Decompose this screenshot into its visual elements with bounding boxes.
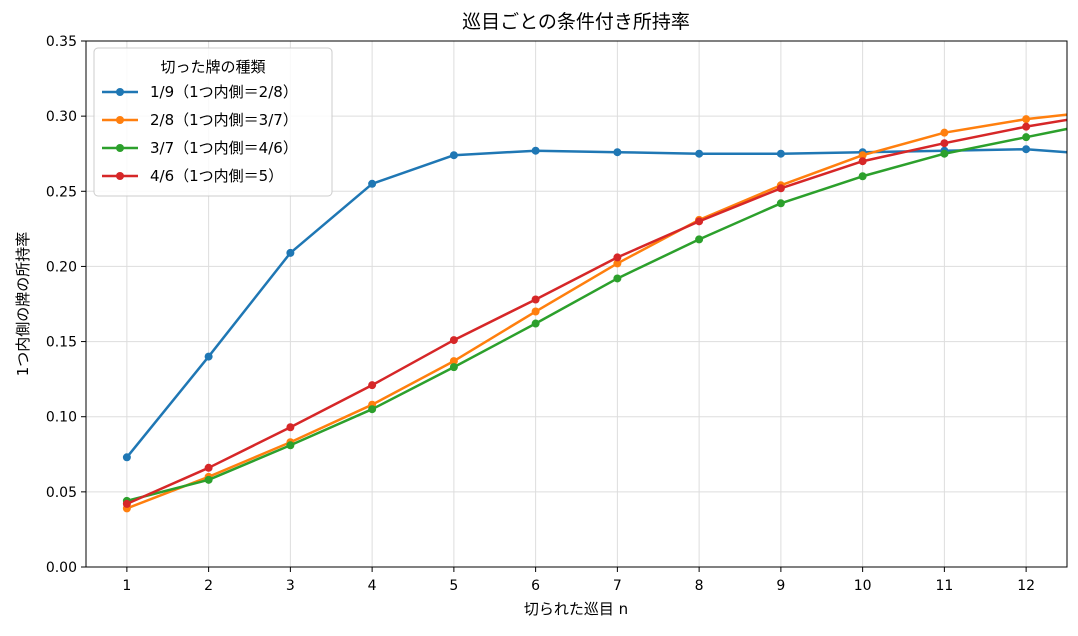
series-group xyxy=(122,113,1067,513)
legend-box xyxy=(93,47,333,197)
data-point xyxy=(613,274,622,283)
x-tick-label: 6 xyxy=(531,578,540,594)
y-tick-label: 0.35 xyxy=(46,34,77,50)
x-axis: 1 2 3 4 5 6 7 8 9 10 11 12 xyxy=(122,567,1035,594)
x-axis-label: 切られた巡目 n xyxy=(524,600,628,618)
data-point xyxy=(204,475,213,484)
data-point xyxy=(858,151,867,160)
data-point xyxy=(613,148,622,157)
data-point xyxy=(368,179,377,188)
y-tick-label: 0.00 xyxy=(46,560,77,576)
legend-title: 切った牌の種類 xyxy=(160,58,265,76)
data-point xyxy=(122,499,131,508)
y-axis-label: 1つ内側の牌の所持率 xyxy=(14,232,32,377)
data-point xyxy=(776,184,785,193)
data-point xyxy=(531,146,540,155)
x-tick-label: 2 xyxy=(204,578,213,594)
data-point xyxy=(940,139,949,148)
data-point xyxy=(940,128,949,137)
data-point xyxy=(1022,115,1031,124)
data-point xyxy=(449,363,458,372)
legend-label: 3/7（1つ内側＝4/6） xyxy=(150,139,298,157)
x-tick-label: 10 xyxy=(854,578,872,594)
legend-label: 4/6（1つ内側＝5） xyxy=(150,167,283,185)
data-point xyxy=(776,149,785,158)
data-point xyxy=(613,253,622,262)
x-tick-label: 9 xyxy=(776,578,785,594)
data-point xyxy=(286,248,295,257)
y-axis: 0.00 0.05 0.10 0.15 0.20 0.25 0.30 0.35 xyxy=(46,34,86,576)
data-point xyxy=(531,307,540,316)
data-point xyxy=(613,259,622,268)
y-tick-label: 0.15 xyxy=(46,335,77,351)
y-tick-label: 0.25 xyxy=(46,184,77,200)
data-point xyxy=(1022,122,1031,131)
x-tick-label: 1 xyxy=(122,578,131,594)
x-tick-label: 4 xyxy=(368,578,377,594)
data-point xyxy=(368,381,377,390)
y-tick-label: 0.30 xyxy=(46,109,77,125)
x-tick-label: 11 xyxy=(935,578,953,594)
data-point xyxy=(858,172,867,181)
legend-swatch-marker xyxy=(116,172,124,180)
legend-label: 1/9（1つ内側＝2/8） xyxy=(150,83,298,101)
data-point xyxy=(940,149,949,158)
data-point xyxy=(286,423,295,432)
y-tick-label: 0.05 xyxy=(46,485,77,501)
data-point xyxy=(449,336,458,345)
y-tick-label: 0.20 xyxy=(46,259,77,275)
data-point xyxy=(1022,145,1031,154)
series-4 xyxy=(122,118,1067,508)
data-point xyxy=(695,149,704,158)
data-point xyxy=(286,441,295,450)
y-tick-label: 0.10 xyxy=(46,410,77,426)
legend: 切った牌の種類 1/9（1つ内側＝2/8） 2/8（1つ内側＝3/7） 3/7（1つ… xyxy=(93,47,333,197)
data-point xyxy=(858,157,867,166)
legend-swatch-marker xyxy=(116,88,124,96)
legend-items: 1/9（1つ内側＝2/8） 2/8（1つ内側＝3/7） 3/7（1つ内側＝4/6） 4… xyxy=(102,83,298,185)
data-point xyxy=(449,151,458,160)
legend-label: 2/8（1つ内側＝3/7） xyxy=(150,111,298,129)
data-point xyxy=(695,235,704,244)
data-point xyxy=(449,357,458,366)
data-point xyxy=(122,453,131,462)
x-tick-label: 12 xyxy=(1017,578,1035,594)
x-tick-label: 3 xyxy=(286,578,295,594)
data-point xyxy=(204,352,213,361)
legend-swatch-marker xyxy=(116,144,124,152)
chart-title: 巡目ごとの条件付き所持率 xyxy=(462,11,690,33)
x-tick-label: 7 xyxy=(613,578,622,594)
data-point xyxy=(776,199,785,208)
data-point xyxy=(368,405,377,414)
x-tick-label: 8 xyxy=(695,578,704,594)
data-point xyxy=(204,463,213,472)
data-point xyxy=(531,295,540,304)
legend-swatch-marker xyxy=(116,116,124,124)
data-point xyxy=(1022,133,1031,142)
data-point xyxy=(531,319,540,328)
x-tick-label: 5 xyxy=(449,578,458,594)
data-point xyxy=(695,217,704,226)
plot-frame xyxy=(85,40,1068,568)
